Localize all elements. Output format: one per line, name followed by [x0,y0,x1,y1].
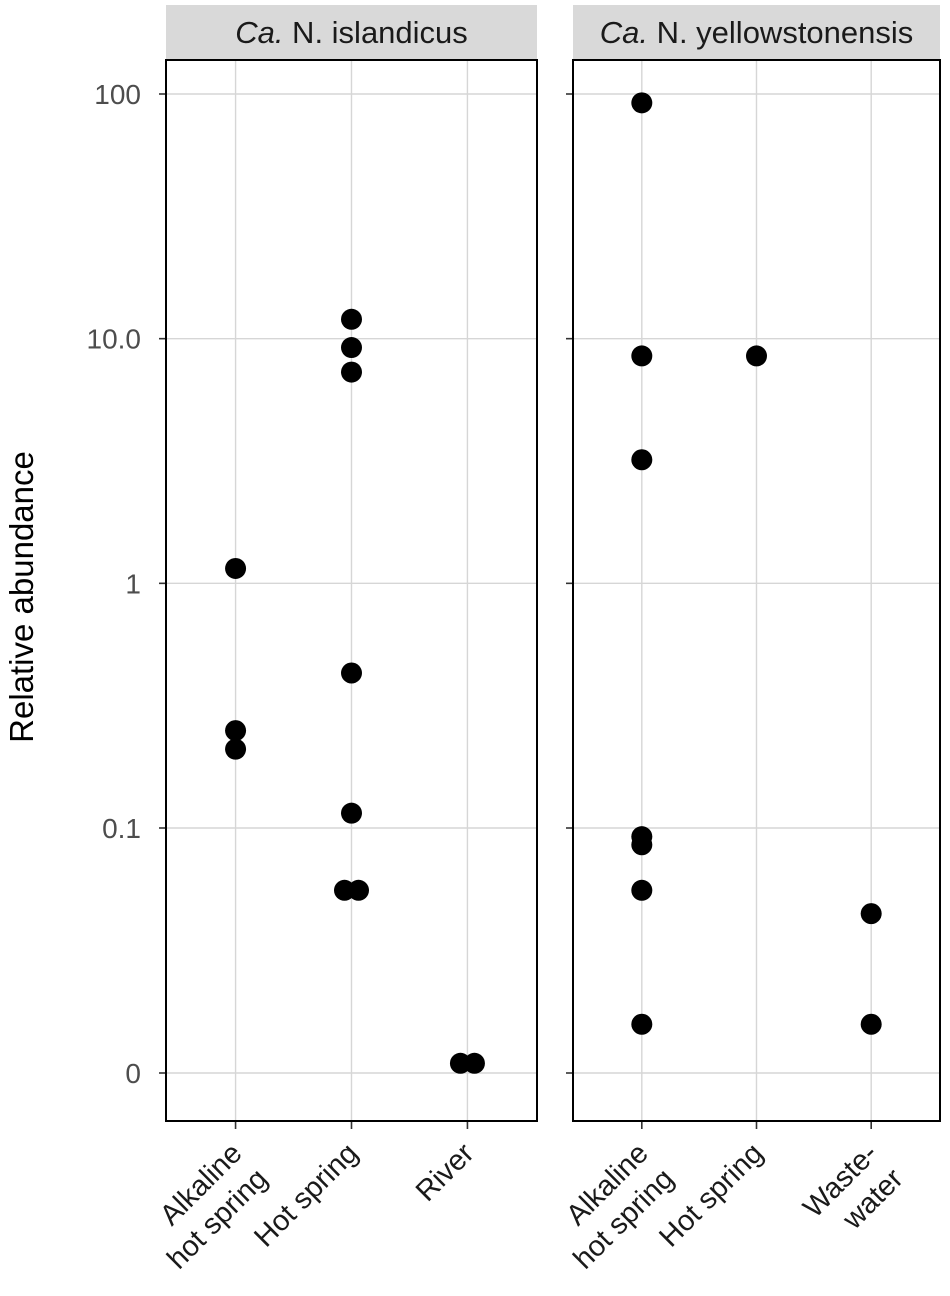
y-axis-label: Relative abundance [3,451,40,743]
data-point [348,879,369,901]
x-tick-label: Hot spring [653,1137,769,1253]
strip-title-italic: Ca. [600,15,648,50]
strip-background [573,5,940,60]
data-point [225,557,247,579]
data-point [746,345,767,367]
y-tick-label: 10.0 [87,324,142,355]
data-point [631,834,653,856]
strip-title-rest: N. yellowstonensis [648,15,913,50]
data-point [860,903,882,925]
data-point [631,879,653,901]
panel-1: Ca. N. islandicus 0 0.1 1 10.0 100 Alkalinehot… [87,5,538,1275]
x-tick-label-line: Hot spring [653,1137,769,1253]
strip-title: Ca. N. yellowstonensis [600,15,914,50]
x-tick-label: Alkalinehot spring [136,1137,274,1275]
y-tick-label: 0 [125,1058,141,1089]
data-point [860,1013,882,1035]
x-tick-label: Alkalinehot spring [542,1137,680,1275]
panel-border [165,59,538,1122]
x-tick-label-line: River [410,1137,481,1208]
data-point [225,720,247,742]
data-point [631,449,653,471]
strip-background [166,5,537,60]
y-tick-label: 1 [125,568,141,599]
x-tick-label: Hot spring [248,1137,364,1253]
data-point [341,337,362,359]
data-point [631,345,653,367]
data-point [341,662,362,684]
y-tick-label: 0.1 [102,813,141,844]
data-point [341,308,362,330]
y-tick-label: 100 [94,79,141,110]
panel-border [572,59,941,1122]
x-tick-label: Waste-water [797,1137,910,1250]
panel-2: Ca. N. yellowstonensis Alkalinehot spring… [542,5,941,1275]
data-point [341,802,362,824]
data-point [631,1013,653,1035]
data-point [225,738,247,760]
strip-title-italic: Ca. [235,15,283,50]
x-tick-label-line: Hot spring [248,1137,364,1253]
data-point [631,92,653,114]
panels: Ca. N. islandicus 0 0.1 1 10.0 100 Alkalinehot… [87,5,941,1275]
strip-title: Ca. N. islandicus [235,15,468,50]
strip-title-rest: N. islandicus [283,15,467,50]
data-point [341,361,362,383]
data-point [463,1052,485,1074]
x-tick-label: River [410,1137,481,1208]
